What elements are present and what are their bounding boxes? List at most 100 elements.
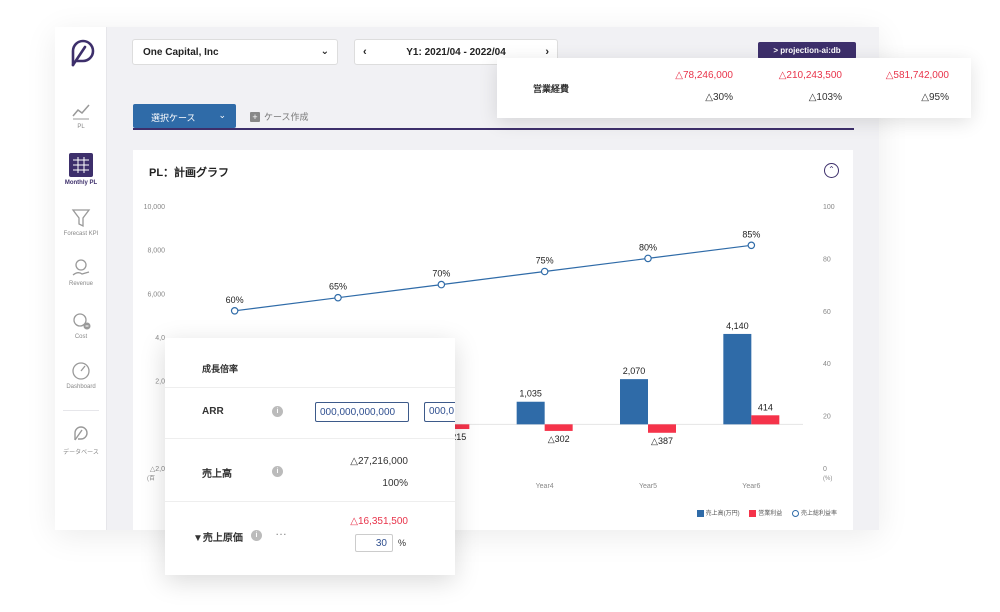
sales-row: 売上高 i △27,216,000 100% — [165, 438, 455, 502]
plus-icon: + — [250, 112, 260, 122]
sidebar-item-label: Dashboard — [66, 384, 96, 390]
funnel-icon — [71, 209, 91, 228]
sales-bar-label: 2,070 — [623, 366, 646, 376]
operating-profit-bar-label: 414 — [758, 402, 773, 412]
growth-rate-title: 成長倍率 — [202, 364, 239, 374]
more-options-icon[interactable]: … — [275, 524, 287, 538]
cogs-value: △16,351,500 — [350, 516, 408, 527]
y-left-tick-label: 6,000 — [147, 291, 165, 298]
sidebar-item-revenue[interactable]: Revenue — [55, 257, 107, 287]
y-right-tick-label: 80 — [823, 256, 831, 263]
chevron-left-icon[interactable]: ‹ — [363, 46, 367, 58]
info-icon[interactable]: i — [251, 530, 262, 541]
chevron-down-icon: ⌄ — [320, 46, 329, 57]
y-left-tick-label: 8,000 — [147, 248, 165, 255]
sidebar-item-database[interactable]: データベース — [55, 423, 107, 456]
chevron-down-icon: ⌄ — [218, 110, 226, 120]
gross-margin-point — [334, 293, 342, 302]
case-select-label: 選択ケース — [151, 113, 196, 123]
y-right-tick-label: 0 — [823, 466, 827, 473]
expense-value-1: △78,246,000 — [675, 70, 733, 81]
y-right-tick-label: 60 — [823, 309, 831, 316]
arr-input[interactable] — [315, 402, 409, 422]
operating-profit-bar — [648, 424, 676, 433]
y-right-tick-label: 40 — [823, 361, 831, 368]
percent-sign: % — [398, 538, 407, 548]
operating-profit-bar-label: △302 — [548, 434, 570, 444]
growth-rate-panel: 成長倍率 ARR i 000,0 売上高 i △27,216,000 100% … — [165, 338, 455, 575]
sales-bar — [620, 379, 648, 425]
chart-title: PL：計画グラフ — [149, 167, 230, 179]
info-icon[interactable]: i — [272, 406, 283, 417]
y-right-unit-label: (%) — [823, 476, 832, 482]
expense-percent-1: △30% — [705, 92, 733, 103]
sidebar: PL Monthly PL Forecast KPI Reve — [55, 27, 107, 530]
sidebar-item-pl[interactable]: PL — [55, 100, 107, 130]
y-left-tick-label: 2,0 — [155, 379, 165, 386]
sidebar-item-label: Cost — [74, 334, 88, 340]
pl-plan-chart: 10,000 8,000 6,000 4,0 2,0 △2,0 (百 100 80 60 40 20 0… — [144, 204, 835, 490]
x-tick-label: Year5 — [639, 483, 657, 490]
cogs-row: ▼売上原価 i … △16,351,500 % — [165, 502, 455, 575]
legend-item-operating-profit: 営業利益 — [749, 509, 782, 517]
sun-minus-icon — [73, 313, 91, 330]
sales-bar — [723, 333, 752, 425]
sales-label: 売上高 — [202, 469, 232, 480]
legend-item-gross-margin: 売上総利益率 — [791, 509, 837, 517]
gross-margin-point — [437, 280, 446, 289]
operating-profit-bar — [751, 415, 780, 425]
sidebar-item-label: データベース — [63, 450, 99, 456]
operating-profit-bar — [441, 424, 470, 430]
operating-profit-bar-label: △387 — [651, 436, 673, 446]
line-chart-icon — [72, 104, 90, 120]
sidebar-divider — [63, 410, 99, 411]
case-select-button[interactable]: 選択ケース ⌄ — [133, 104, 236, 128]
money-hand-icon — [72, 259, 90, 276]
sales-bar-label: 4,140 — [726, 321, 749, 331]
arr-label: ARR — [202, 406, 224, 417]
database-badge[interactable]: > projection-ai:db — [758, 42, 856, 59]
operating-expense-label: 営業経費 — [533, 84, 570, 94]
company-select[interactable]: One Capital, Inc ⌄ — [132, 39, 338, 65]
operating-profit-bar-label: △215 — [444, 432, 466, 442]
gross-margin-label: 65% — [329, 282, 347, 292]
gross-margin-line — [234, 244, 752, 312]
chart-legend: 売上高(万円) 営業利益 売上総利益率 — [689, 508, 837, 517]
gross-margin-point — [540, 267, 549, 276]
sales-bar — [516, 401, 545, 425]
operating-expense-panel: 営業経費 △78,246,000 △210,243,500 △581,742,0… — [497, 58, 971, 118]
growth-title-row: 成長倍率 — [165, 338, 455, 388]
sidebar-item-label: Monthly PL — [64, 180, 98, 186]
cogs-percent-input[interactable] — [355, 534, 393, 552]
sidebar-item-forecast-kpi[interactable]: Forecast KPI — [55, 207, 107, 237]
app-logo[interactable] — [67, 35, 95, 69]
expense-value-2: △210,243,500 — [778, 70, 842, 81]
y-right-tick-label: 20 — [823, 414, 831, 421]
company-name: One Capital, Inc — [143, 47, 219, 58]
legend-item-sales: 売上高(万円) — [696, 509, 740, 517]
y-left-tick-label: △2,0 — [150, 466, 165, 473]
table-grid-icon — [69, 153, 93, 177]
info-icon[interactable]: i — [272, 466, 283, 477]
expense-value-3: △581,742,000 — [885, 70, 949, 81]
y-right-tick-label: 100 — [823, 204, 835, 211]
y-left-unit-label: (百 — [147, 475, 155, 482]
gross-margin-label: 60% — [226, 295, 244, 305]
sidebar-item-label: PL — [77, 124, 85, 130]
case-bar-underline — [133, 128, 854, 130]
sidebar-item-dashboard[interactable]: Dashboard — [55, 360, 107, 390]
sidebar-item-label: Forecast KPI — [63, 231, 99, 237]
chevron-up-icon[interactable]: ⌃ — [824, 163, 839, 178]
cogs-toggle[interactable]: ▼売上原価 — [193, 533, 243, 544]
gross-margin-point — [747, 241, 756, 250]
period-label: Y1: 2021/04 - 2022/04 — [406, 47, 506, 58]
sidebar-item-monthly-pl[interactable]: Monthly PL — [55, 152, 107, 186]
create-case-button[interactable]: + ケース作成 — [250, 110, 309, 123]
sidebar-item-cost[interactable]: Cost — [55, 310, 107, 340]
sidebar-item-label: Revenue — [68, 281, 94, 287]
y-left-tick-label: 4,0 — [155, 335, 165, 342]
sales-bar-label: 1,035 — [519, 389, 542, 399]
arr-input-next[interactable]: 000,0 — [424, 402, 455, 422]
chevron-right-icon[interactable]: › — [545, 46, 549, 58]
gross-margin-label: 75% — [536, 256, 554, 266]
